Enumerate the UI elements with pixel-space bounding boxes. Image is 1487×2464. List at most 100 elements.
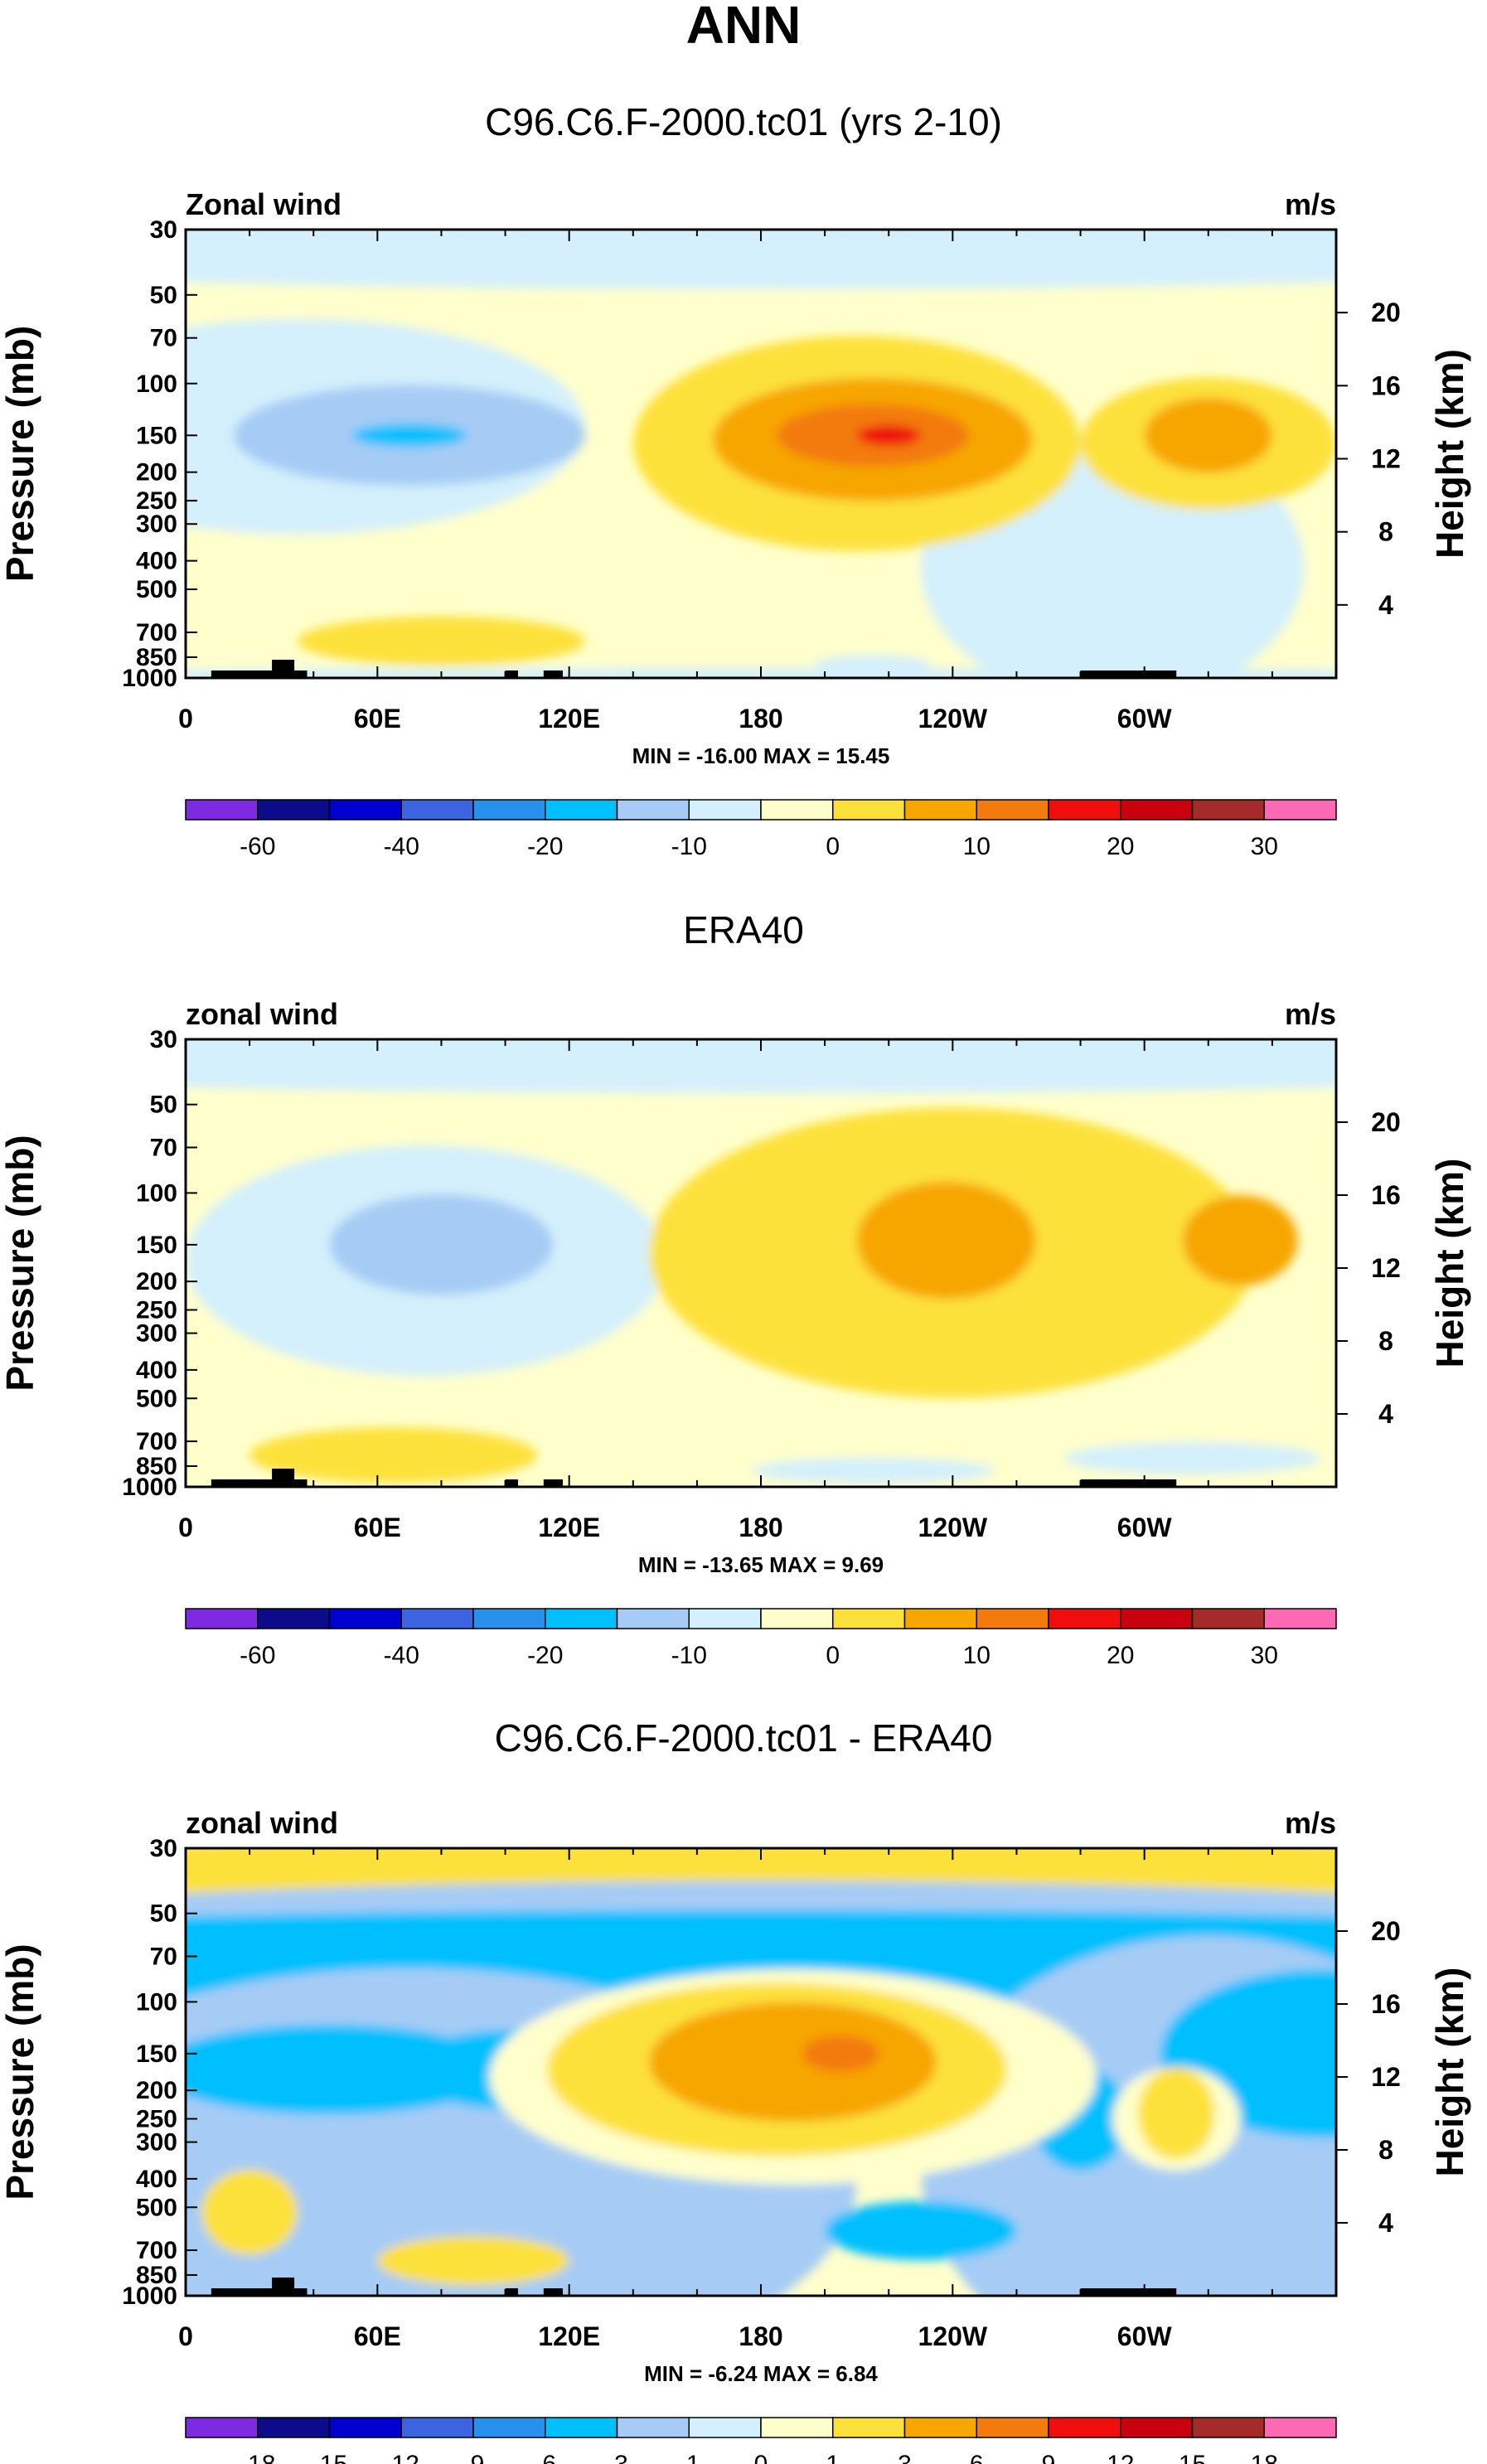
contour-field <box>186 230 1336 678</box>
height-tick-label: 8 <box>1378 1326 1393 1356</box>
pressure-tick-label: 30 <box>150 1026 177 1053</box>
units-label: m/s <box>1285 997 1336 1031</box>
colorbar-swatch <box>185 799 259 821</box>
colorbar-label: -60 <box>240 833 275 860</box>
colorbar-swatch <box>1191 2417 1265 2438</box>
height-tick-label: 12 <box>1371 1253 1401 1283</box>
colorbar-swatch <box>1263 799 1337 821</box>
topography-mask <box>211 2288 308 2296</box>
contour-region <box>329 1194 554 1295</box>
x-tick-label: 120E <box>538 2321 600 2351</box>
colorbar-label: -1 <box>678 2451 700 2464</box>
colorbar-label: 0 <box>826 1642 840 1669</box>
contour-region <box>249 1427 538 1484</box>
pressure-tick-label: 70 <box>150 325 177 352</box>
pressure-tick-label: 200 <box>136 2077 177 2104</box>
colorbar-swatch <box>185 2417 259 2438</box>
colorbar-label: -20 <box>527 1642 563 1669</box>
height-axis-title: Height (km) <box>1428 1159 1471 1368</box>
colorbar-label: -18 <box>240 2451 275 2464</box>
colorbar-swatch <box>1048 799 1121 821</box>
height-tick-label: 16 <box>1371 370 1401 400</box>
units-label: m/s <box>1285 187 1336 221</box>
topography-mask <box>1080 670 1177 678</box>
field-label: zonal wind <box>186 1806 338 1840</box>
pressure-tick-label: 300 <box>136 511 177 538</box>
colorbar-swatch <box>545 799 618 821</box>
colorbar-swatch <box>1120 2417 1194 2438</box>
pressure-tick-label: 100 <box>136 370 177 398</box>
pressure-tick-label: 250 <box>136 2106 177 2133</box>
x-tick-label: 120W <box>918 1513 988 1542</box>
pressure-tick-label: 50 <box>150 282 177 309</box>
colorbar-swatch <box>472 799 546 821</box>
contour-region <box>377 2236 569 2286</box>
x-tick-label: 180 <box>739 2321 782 2351</box>
x-tick-label: 60W <box>1117 2321 1173 2351</box>
colorbar-label: 20 <box>1107 1642 1134 1669</box>
pressure-tick-label: 300 <box>136 2129 177 2157</box>
pressure-tick-label: 1000 <box>122 1474 177 1501</box>
colorbar-label: 6 <box>970 2451 984 2464</box>
pressure-tick-label: 500 <box>136 2194 177 2221</box>
x-tick-label: 60E <box>354 2321 401 2351</box>
pressure-tick-label: 850 <box>136 2262 177 2289</box>
colorbar-swatch <box>688 2417 762 2438</box>
colorbar-label: -60 <box>240 1642 275 1669</box>
colorbar-label: 1 <box>826 2451 840 2464</box>
colorbar-label: 10 <box>963 833 991 860</box>
pressure-tick-label: 300 <box>136 1320 177 1348</box>
height-tick-label: 4 <box>1378 590 1393 620</box>
colorbar-swatch <box>903 2417 977 2438</box>
colorbar-swatch <box>400 1608 474 1629</box>
contour-region <box>1182 1194 1298 1286</box>
colorbar-label: -20 <box>527 833 563 860</box>
pressure-tick-label: 500 <box>136 576 177 603</box>
colorbar-swatch <box>1191 799 1265 821</box>
pressure-tick-label: 100 <box>136 1988 177 2016</box>
colorbar-swatch <box>616 799 690 821</box>
topography-mask <box>505 670 518 678</box>
page-title: ANN <box>686 0 802 55</box>
colorbar-swatch <box>1263 1608 1337 1629</box>
x-tick-label: 120W <box>918 704 988 733</box>
colorbar-label: -40 <box>384 1642 419 1669</box>
y-axis-title: Pressure (mb) <box>0 1135 41 1391</box>
contour-region <box>1137 2068 1215 2160</box>
pressure-tick-label: 100 <box>136 1179 177 1207</box>
contour-region <box>751 1457 995 1484</box>
pressure-tick-label: 30 <box>150 216 177 244</box>
contour-region <box>186 2024 506 2115</box>
topography-mask <box>1080 1479 1177 1487</box>
colorbar-swatch <box>328 2417 402 2438</box>
x-tick-label: 0 <box>178 704 193 733</box>
min-max-label: MIN = -6.24 MAX = 6.84 <box>644 2361 878 2386</box>
contour-field <box>186 1039 1336 1487</box>
colorbar-swatch <box>1120 799 1194 821</box>
panel-difference: C96.C6.F-2000.tc01 - ERA40 zonal wind m/s 3… <box>0 1716 1471 2464</box>
topography-mask <box>505 2288 518 2296</box>
colorbar-label: -15 <box>312 2451 347 2464</box>
contour-region <box>825 2200 1017 2261</box>
x-tick-label: 180 <box>739 1513 782 1542</box>
colorbar-label: 3 <box>898 2451 912 2464</box>
colorbar-label: -10 <box>671 833 707 860</box>
contour-region <box>815 655 931 675</box>
pressure-tick-label: 850 <box>136 644 177 671</box>
colorbar: -60 -40 -20 -10 0 10 20 30 <box>185 1608 1337 1669</box>
pressure-tick-label: 200 <box>136 1268 177 1295</box>
pressure-tick-label: 250 <box>136 487 177 515</box>
panel-model: C96.C6.F-2000.tc01 (yrs 2-10) Zonal wind m… <box>0 100 1471 860</box>
colorbar-swatch <box>903 1608 977 1629</box>
pressure-tick-label: 150 <box>136 2040 177 2068</box>
pressure-tick-label: 150 <box>136 422 177 449</box>
colorbar-label: 12 <box>1107 2451 1134 2464</box>
height-axis-title: Height (km) <box>1428 1968 1471 2177</box>
pressure-tick-label: 1000 <box>122 2282 177 2310</box>
contour-region <box>186 230 1336 289</box>
y-axis-title: Pressure (mb) <box>0 1944 41 2200</box>
x-tick-label: 0 <box>178 1513 193 1542</box>
colorbar-swatch <box>616 1608 690 1629</box>
height-tick-label: 20 <box>1371 1107 1401 1137</box>
